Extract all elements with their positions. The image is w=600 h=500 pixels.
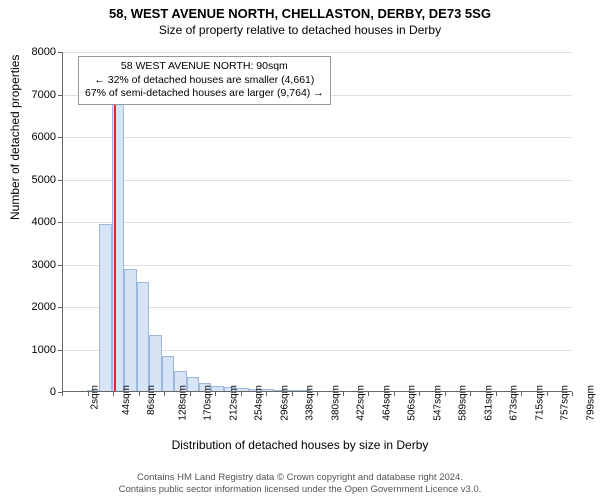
- xtick-mark: [445, 392, 446, 396]
- histogram-bar: [149, 335, 161, 392]
- ytick-label: 4000: [16, 216, 56, 228]
- ytick-label: 6000: [16, 131, 56, 143]
- xtick-mark: [470, 392, 471, 396]
- footer-line: Contains public sector information licen…: [0, 484, 600, 496]
- y-axis: [62, 52, 63, 392]
- ytick-label: 7000: [16, 89, 56, 101]
- ytick-label: 3000: [16, 259, 56, 271]
- xtick-mark: [190, 392, 191, 396]
- xtick-mark: [343, 392, 344, 396]
- xtick-mark: [241, 392, 242, 396]
- histogram-bar: [137, 282, 149, 393]
- footer-line: Contains HM Land Registry data © Crown c…: [0, 472, 600, 484]
- page-subtitle: Size of property relative to detached ho…: [0, 21, 600, 37]
- xtick-mark: [139, 392, 140, 396]
- annotation-line: 58 WEST AVENUE NORTH: 90sqm: [85, 60, 324, 74]
- histogram-bar: [99, 224, 111, 392]
- ytick-label: 1000: [16, 344, 56, 356]
- xtick-mark: [88, 392, 89, 396]
- xtick-mark: [419, 392, 420, 396]
- footer-attribution: Contains HM Land Registry data © Crown c…: [0, 472, 600, 496]
- grid-line: [62, 265, 572, 266]
- page-title: 58, WEST AVENUE NORTH, CHELLASTON, DERBY…: [0, 0, 600, 21]
- xtick-label: 799sqm: [585, 385, 596, 421]
- xtick-label: 2sqm: [89, 385, 100, 409]
- annotation-line: 67% of semi-detached houses are larger (…: [85, 87, 324, 101]
- xtick-mark: [394, 392, 395, 396]
- xtick-mark: [572, 392, 573, 396]
- ytick-label: 2000: [16, 301, 56, 313]
- histogram-bar: [124, 269, 136, 392]
- xtick-mark: [62, 392, 63, 396]
- grid-line: [62, 180, 572, 181]
- grid-line: [62, 137, 572, 138]
- annotation-line: ← 32% of detached houses are smaller (4,…: [85, 74, 324, 88]
- annotation-box: 58 WEST AVENUE NORTH: 90sqm ← 32% of det…: [78, 56, 331, 105]
- xtick-mark: [164, 392, 165, 396]
- xtick-label: 44sqm: [121, 385, 132, 415]
- grid-line: [62, 222, 572, 223]
- xtick-mark: [113, 392, 114, 396]
- histogram-bar: [162, 356, 174, 392]
- xtick-mark: [266, 392, 267, 396]
- xtick-mark: [317, 392, 318, 396]
- marker-line: [114, 79, 116, 392]
- ytick-label: 5000: [16, 174, 56, 186]
- xtick-mark: [368, 392, 369, 396]
- xtick-mark: [496, 392, 497, 396]
- xtick-label: 86sqm: [146, 385, 157, 415]
- ytick-label: 8000: [16, 46, 56, 58]
- xtick-mark: [292, 392, 293, 396]
- x-axis: [62, 391, 572, 392]
- xtick-mark: [521, 392, 522, 396]
- xtick-mark: [547, 392, 548, 396]
- x-axis-label: Distribution of detached houses by size …: [0, 438, 600, 452]
- xtick-mark: [215, 392, 216, 396]
- ytick-label: 0: [16, 386, 56, 398]
- grid-line: [62, 52, 572, 53]
